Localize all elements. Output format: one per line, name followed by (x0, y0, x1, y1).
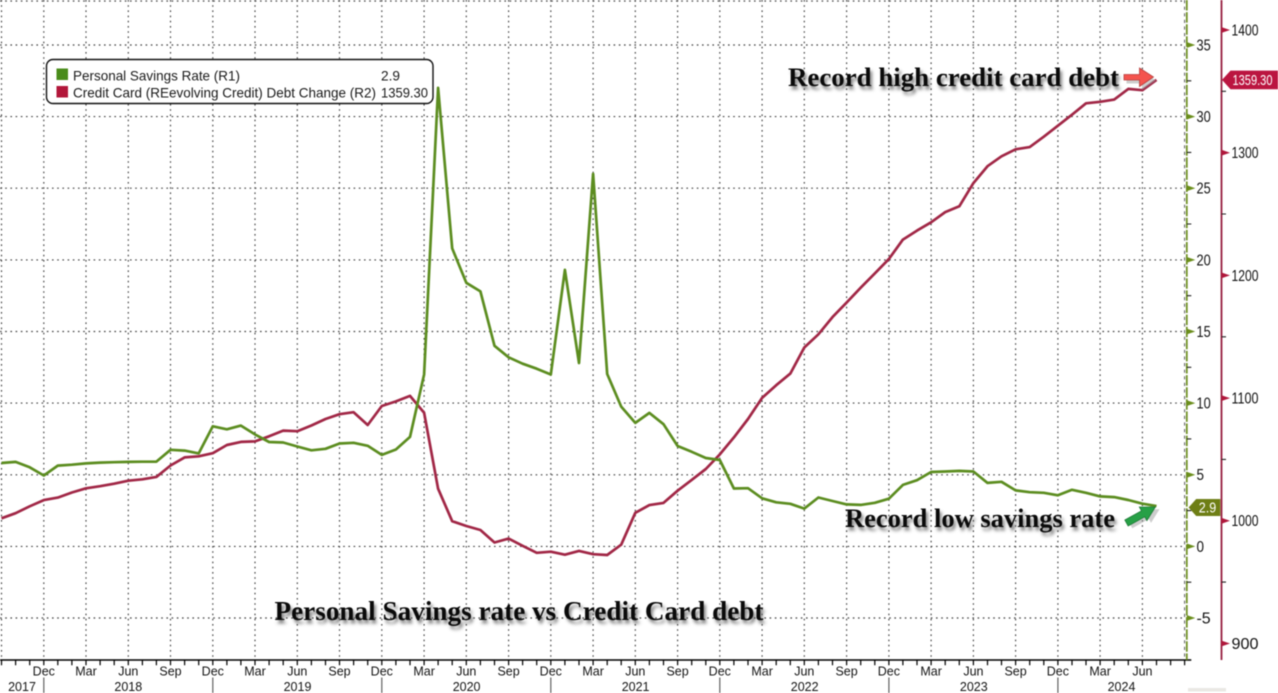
svg-text:1400: 1400 (1232, 22, 1259, 39)
svg-text:Dec: Dec (33, 665, 55, 679)
svg-text:Mar: Mar (920, 665, 942, 679)
svg-text:Mar: Mar (751, 665, 773, 679)
svg-text:Sep: Sep (835, 665, 857, 679)
svg-text:Sep: Sep (497, 665, 519, 679)
svg-text:Mar: Mar (582, 665, 604, 679)
svg-text:Sep: Sep (159, 665, 181, 679)
svg-text:2.9: 2.9 (1199, 500, 1217, 517)
svg-text:Record low savings rate: Record low savings rate (845, 504, 1115, 533)
svg-text:2024: 2024 (1108, 680, 1136, 693)
svg-text:Sep: Sep (1004, 665, 1026, 679)
svg-text:Credit Card (REevolving Credit: Credit Card (REevolving Credit) Debt Cha… (73, 85, 376, 101)
svg-text:30: 30 (1197, 109, 1212, 126)
svg-text:Jun: Jun (456, 665, 476, 679)
svg-text:0: 0 (1197, 539, 1205, 556)
svg-text:Dec: Dec (878, 665, 900, 679)
svg-text:Mar: Mar (413, 665, 435, 679)
svg-text:2021: 2021 (622, 680, 650, 693)
svg-text:Jun: Jun (963, 665, 983, 679)
svg-text:Personal Savings Rate (R1): Personal Savings Rate (R1) (73, 68, 240, 84)
svg-text:20: 20 (1197, 252, 1212, 269)
svg-text:Dec: Dec (1047, 665, 1069, 679)
svg-text:1359.30: 1359.30 (1233, 72, 1273, 89)
svg-text:Personal Savings rate vs Credi: Personal Savings rate vs Credit Card deb… (275, 596, 764, 626)
svg-text:1359.30: 1359.30 (381, 85, 428, 101)
svg-text:2019: 2019 (284, 680, 312, 693)
svg-text:Jun: Jun (287, 665, 307, 679)
svg-text:900: 900 (1232, 636, 1259, 653)
svg-text:Jun: Jun (118, 665, 138, 679)
svg-text:Mar: Mar (1089, 665, 1111, 679)
svg-text:2023: 2023 (960, 680, 988, 693)
svg-text:Dec: Dec (202, 665, 224, 679)
svg-text:Dec: Dec (540, 665, 562, 679)
svg-text:2022: 2022 (791, 680, 819, 693)
svg-text:2018: 2018 (114, 680, 142, 693)
svg-text:Record high credit card debt: Record high credit card debt (788, 63, 1119, 92)
svg-text:Dec: Dec (371, 665, 393, 679)
svg-text:2.9: 2.9 (381, 68, 400, 84)
svg-text:Jun: Jun (794, 665, 814, 679)
svg-text:Sep: Sep (328, 665, 350, 679)
svg-text:10: 10 (1197, 396, 1212, 413)
svg-text:Sep: Sep (666, 665, 688, 679)
svg-text:Jun: Jun (1132, 665, 1152, 679)
svg-text:1300: 1300 (1232, 145, 1259, 162)
svg-text:Jun: Jun (625, 665, 645, 679)
svg-text:35: 35 (1197, 37, 1211, 54)
svg-text:15: 15 (1197, 324, 1211, 341)
svg-text:1100: 1100 (1232, 391, 1259, 408)
svg-text:1000: 1000 (1232, 513, 1259, 530)
svg-text:Mar: Mar (244, 665, 266, 679)
svg-text:25: 25 (1197, 181, 1211, 198)
svg-text:2020: 2020 (453, 680, 481, 693)
svg-text:Dec: Dec (709, 665, 731, 679)
svg-text:5: 5 (1197, 467, 1205, 484)
svg-text:1200: 1200 (1232, 268, 1259, 285)
svg-text:2017: 2017 (8, 680, 36, 693)
svg-text:-5: -5 (1197, 610, 1211, 627)
svg-text:Mar: Mar (75, 665, 97, 679)
